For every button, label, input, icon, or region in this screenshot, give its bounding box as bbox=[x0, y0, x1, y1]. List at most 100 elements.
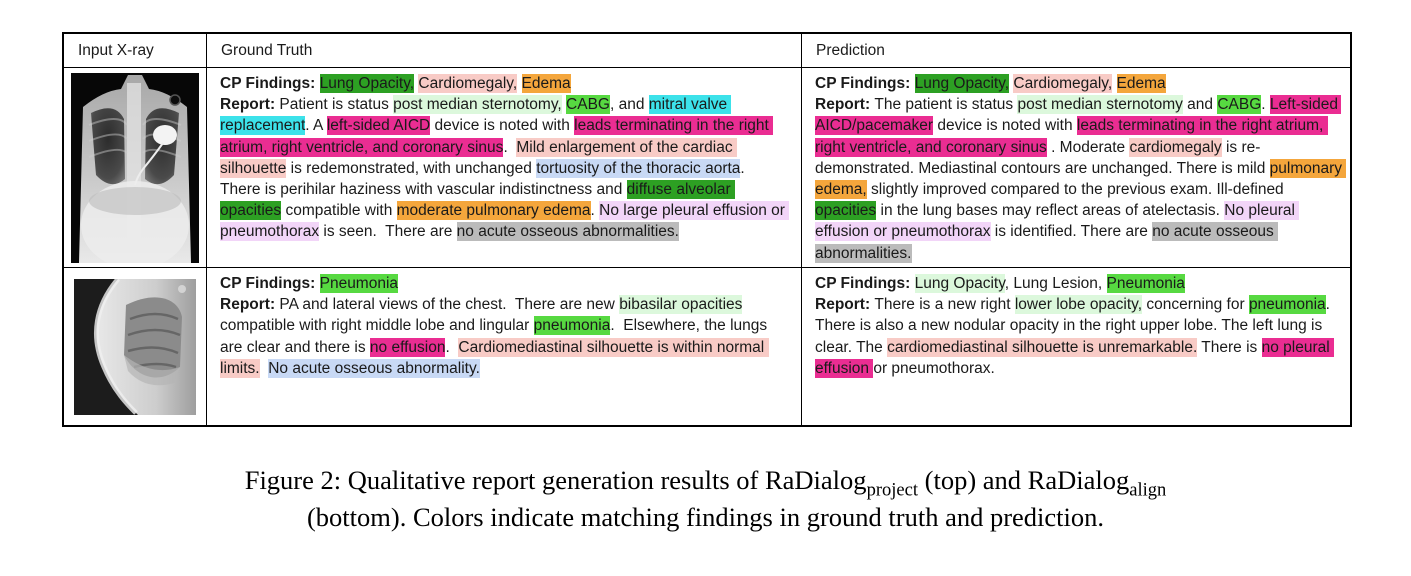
text-span: is re- demonstrated. Mediastinal contour… bbox=[815, 138, 1270, 177]
text-span: Report: bbox=[815, 96, 875, 114]
text-span: , and bbox=[609, 96, 649, 114]
highlighted-finding: left-sided AICD bbox=[326, 116, 431, 136]
cp-findings-line: CP Findings: Lung Opacity, Lung Lesion, … bbox=[815, 273, 1342, 294]
text-span: CP Findings: bbox=[815, 275, 915, 292]
header-prediction: Prediction bbox=[802, 34, 1350, 68]
report-text: Report: The patient is status post media… bbox=[815, 94, 1347, 264]
highlighted-finding: Pneumonia bbox=[319, 274, 399, 293]
text-span: compatible with right middle lobe and li… bbox=[220, 296, 747, 335]
text-span: slightly improved compared to the previo… bbox=[866, 181, 1288, 199]
text-span: Figure 2: Qualitative report generation … bbox=[244, 465, 867, 495]
text-span: or pneumothorax. bbox=[873, 359, 995, 377]
figure-table: Input X-ray Ground Truth Prediction bbox=[62, 32, 1352, 427]
text-span: , Lung Lesion, bbox=[1004, 275, 1107, 292]
cp-findings-line: CP Findings: Pneumonia bbox=[220, 273, 793, 294]
text-span: device is noted with bbox=[430, 117, 575, 135]
xray-cell-row2 bbox=[64, 268, 207, 425]
text-span: Report: bbox=[220, 296, 280, 314]
highlighted-finding: no effusion bbox=[369, 337, 446, 357]
report-text: Report: PA and lateral views of the ches… bbox=[220, 294, 793, 379]
highlighted-finding: No acute osseous abnormality. bbox=[268, 358, 480, 378]
highlighted-finding: Edema bbox=[1116, 74, 1166, 93]
prediction-report-row1: CP Findings: Lung Opacity, Cardiomegaly,… bbox=[802, 68, 1350, 268]
text-span: PA and lateral views of the chest. There… bbox=[279, 296, 620, 314]
header-ground-truth: Ground Truth bbox=[207, 34, 802, 68]
highlighted-finding: CABG bbox=[1217, 95, 1262, 115]
text-span: device is noted with bbox=[933, 117, 1077, 135]
text-span: CP Findings: bbox=[220, 75, 320, 92]
highlighted-finding: post median sternotomy bbox=[1017, 95, 1183, 115]
highlighted-finding: Lung Opacity, bbox=[914, 74, 1010, 93]
figure-caption-line2: (bottom). Colors indicate matching findi… bbox=[0, 499, 1411, 536]
ground-truth-report-row2: CP Findings: Pneumonia Report: PA and la… bbox=[207, 268, 802, 425]
figure-caption-line1: Figure 2: Qualitative report generation … bbox=[0, 462, 1411, 499]
text-span: CP Findings: bbox=[220, 275, 320, 292]
highlighted-finding: cardiomegaly bbox=[1129, 137, 1222, 157]
header-ground-truth-label: Ground Truth bbox=[221, 41, 313, 59]
text-span: There is bbox=[1197, 338, 1262, 356]
cp-findings-line: CP Findings: Lung Opacity, Cardiomegaly,… bbox=[220, 73, 793, 94]
text-span: . bbox=[445, 338, 459, 356]
text-span: is seen. There are bbox=[319, 223, 457, 241]
text-span: project bbox=[866, 479, 919, 501]
text-span: is identified. There are bbox=[990, 223, 1153, 241]
header-input-xray: Input X-ray bbox=[64, 34, 207, 68]
cp-findings-line: CP Findings: Lung Opacity, Cardiomegaly,… bbox=[815, 73, 1342, 94]
text-span: compatible with bbox=[281, 202, 397, 220]
highlighted-finding: lower lobe opacity, bbox=[1014, 295, 1143, 315]
text-span: concerning for bbox=[1142, 296, 1249, 314]
text-span: There is a new right bbox=[874, 296, 1015, 314]
text-span bbox=[260, 360, 269, 377]
highlighted-finding: Lung Opacity, bbox=[319, 74, 415, 93]
text-span: and bbox=[1182, 96, 1218, 114]
figure-caption: Figure 2: Qualitative report generation … bbox=[0, 462, 1411, 536]
text-span: . A bbox=[305, 117, 327, 135]
ground-truth-report-row1: CP Findings: Lung Opacity, Cardiomegaly,… bbox=[207, 68, 802, 268]
text-span: . bbox=[590, 202, 600, 220]
highlighted-finding: Cardiomegaly, bbox=[418, 74, 518, 93]
report-text: Report: Patient is status post median st… bbox=[220, 94, 793, 242]
text-span: Report: bbox=[220, 96, 280, 114]
header-input-xray-label: Input X-ray bbox=[78, 41, 154, 59]
table-row: CP Findings: Lung Opacity, Cardiomegaly,… bbox=[64, 68, 1350, 268]
highlighted-finding: Lung Opacity bbox=[914, 274, 1005, 293]
text-span: . Elsewhere, the lungs are clear and the… bbox=[220, 317, 772, 356]
text-span bbox=[517, 75, 521, 92]
highlighted-finding: opacities bbox=[815, 201, 877, 221]
table-header-row: Input X-ray Ground Truth Prediction bbox=[64, 34, 1350, 68]
table-row: CP Findings: Pneumonia Report: PA and la… bbox=[64, 268, 1350, 425]
text-span: align bbox=[1129, 479, 1167, 501]
text-span: The patient is status bbox=[874, 96, 1018, 114]
highlighted-finding: post median sternotomy, bbox=[393, 95, 562, 115]
text-span: Report: bbox=[815, 296, 875, 314]
prediction-report-row2: CP Findings: Lung Opacity, Lung Lesion, … bbox=[802, 268, 1350, 425]
highlighted-finding: Edema bbox=[521, 74, 571, 93]
text-span: in the lung bases may reflect areas of a… bbox=[876, 202, 1225, 220]
text-span: . Moderate bbox=[1046, 138, 1130, 156]
aicd-device-shape bbox=[134, 124, 177, 185]
highlighted-finding: CABG bbox=[566, 95, 610, 115]
highlighted-finding: pneumonia bbox=[533, 316, 611, 336]
text-span: . There is perihilar haziness with vascu… bbox=[220, 159, 754, 199]
highlighted-finding: bibasilar opacities bbox=[619, 295, 743, 315]
text-span bbox=[1112, 75, 1116, 92]
frontal-chest-xray-image bbox=[71, 72, 199, 263]
highlighted-finding: cardiomediastinal silhouette is unremark… bbox=[887, 337, 1198, 357]
text-span: (bottom). Colors indicate matching findi… bbox=[306, 502, 1105, 532]
highlighted-finding: pneumonia bbox=[1248, 295, 1326, 315]
lateral-chest-xray-image bbox=[74, 278, 196, 415]
highlighted-finding: tortuosity of the thoracic aorta bbox=[536, 158, 741, 178]
xray-cell-row1 bbox=[64, 68, 207, 268]
report-text: Report: There is a new right lower lobe … bbox=[815, 294, 1342, 379]
highlighted-finding: moderate pulmonary edema bbox=[396, 201, 591, 221]
highlighted-finding: Cardiomegaly, bbox=[1013, 74, 1113, 93]
text-span: is redemonstrated, with unchanged bbox=[286, 159, 537, 177]
text-span: . bbox=[503, 138, 517, 156]
highlighted-finding: no acute osseous abnormalities. bbox=[456, 222, 679, 242]
text-span: . There is also a new nodular opacity in… bbox=[815, 296, 1334, 356]
text-span: . bbox=[1261, 96, 1270, 114]
text-span: (top) and RaDialog bbox=[918, 465, 1130, 495]
text-span: Patient is status bbox=[279, 96, 394, 114]
header-prediction-label: Prediction bbox=[816, 41, 885, 59]
highlighted-finding: Pneumonia bbox=[1106, 274, 1185, 293]
